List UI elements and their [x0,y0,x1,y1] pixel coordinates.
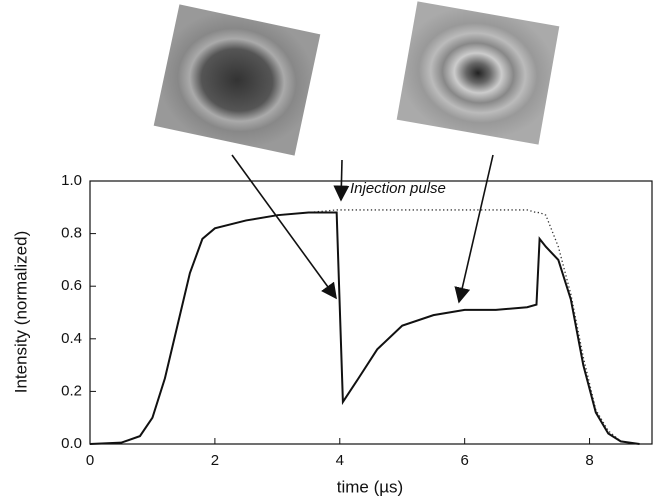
x-tick-label: 8 [585,452,593,469]
surface-image [153,4,321,156]
data-line [89,209,640,445]
arrows [231,154,494,304]
x-tick-label: 6 [460,452,468,469]
plot-frame [89,180,653,445]
y-axis-label: Intensity (normalized) [11,231,30,394]
y-tick-label: 0.0 [61,435,82,452]
data-line [89,211,640,445]
y-tick-label: 1.0 [61,172,82,189]
surface-image [396,1,560,145]
x-tick-label: 0 [86,452,94,469]
x-tick-label: 4 [336,452,344,469]
y-tick-label: 0.2 [61,382,82,399]
x-axis-label: time (µs) [337,477,403,496]
y-tick-label: 0.6 [61,277,82,294]
y-tick-label: 0.8 [61,225,82,242]
annotation: Injection pulse [350,180,446,197]
x-tick-label: 2 [211,452,219,469]
y-tick-label: 0.4 [61,330,82,347]
